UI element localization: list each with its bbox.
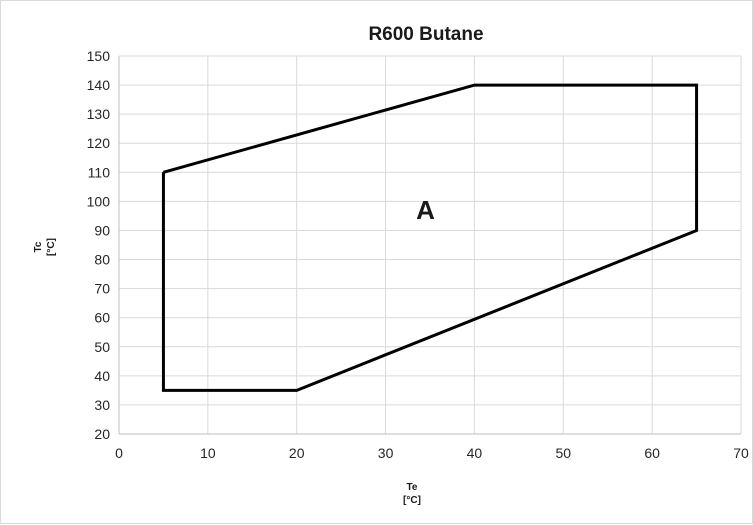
y-tick-label: 130: [87, 106, 111, 122]
x-tick-label: 40: [467, 445, 483, 461]
y-tick-label: 30: [94, 397, 110, 413]
y-tick-label: 60: [94, 310, 110, 326]
y-tick-label: 140: [87, 77, 111, 93]
y-axis-label: Tc: [33, 241, 44, 252]
y-tick-label: 110: [88, 164, 111, 180]
y-tick-label: 20: [94, 426, 110, 442]
x-tick-label: 60: [644, 445, 660, 461]
y-tick-labels: 20 30 40 50 60 70 80 90 100 110 120 130 140 150: [87, 48, 111, 442]
x-tick-label: 50: [555, 445, 571, 461]
y-tick-label: 40: [94, 368, 110, 384]
y-tick-label: 90: [94, 222, 110, 238]
x-tick-label: 70: [733, 445, 749, 461]
x-tick-label: 10: [200, 445, 216, 461]
x-axis-label: Te: [407, 482, 418, 493]
y-axis-unit: [°C]: [46, 238, 57, 256]
x-axis-unit: [°C]: [403, 495, 421, 506]
plot-area: A: [161, 83, 699, 392]
x-tick-label: 20: [289, 445, 305, 461]
chart-title: R600 Butane: [368, 24, 483, 45]
y-tick-label: 120: [87, 135, 111, 151]
y-tick-label: 100: [87, 193, 111, 209]
envelope-polygon: [161, 83, 699, 392]
x-tick-label: 0: [115, 445, 123, 461]
grid-lines: [118, 55, 742, 435]
x-tick-label: 30: [378, 445, 394, 461]
y-tick-label: 70: [94, 281, 110, 297]
y-tick-label: 150: [87, 48, 111, 64]
y-tick-label: 80: [94, 252, 110, 268]
y-tick-label: 50: [94, 339, 110, 355]
x-tick-labels: 0 10 20 30 40 50 60 70: [115, 445, 749, 461]
region-label: A: [416, 195, 435, 225]
